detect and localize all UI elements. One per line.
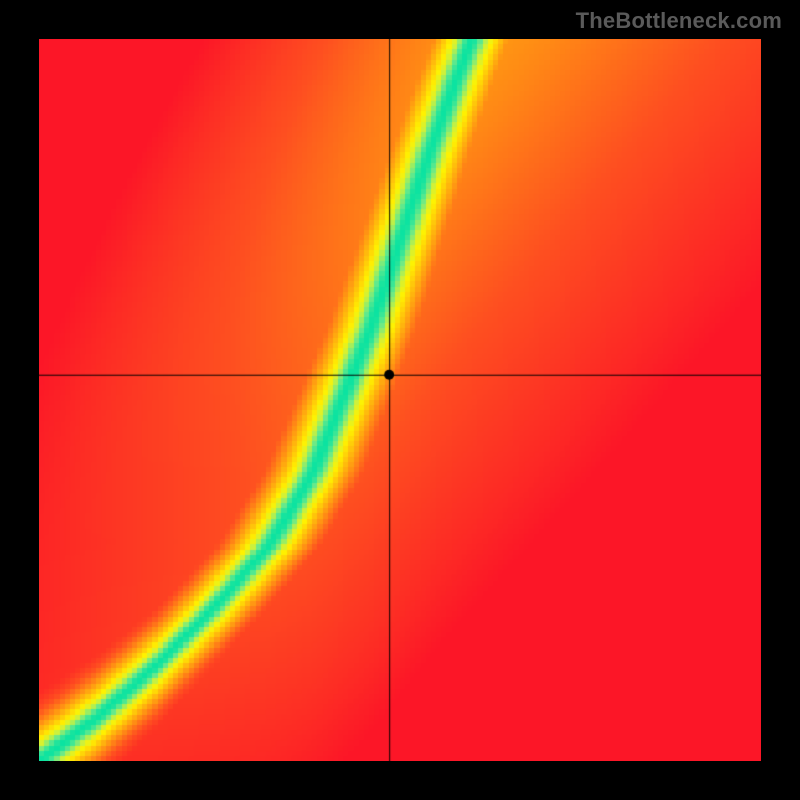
watermark-text: TheBottleneck.com: [576, 8, 782, 34]
chart-container: TheBottleneck.com: [0, 0, 800, 800]
crosshair-overlay: [39, 39, 761, 761]
